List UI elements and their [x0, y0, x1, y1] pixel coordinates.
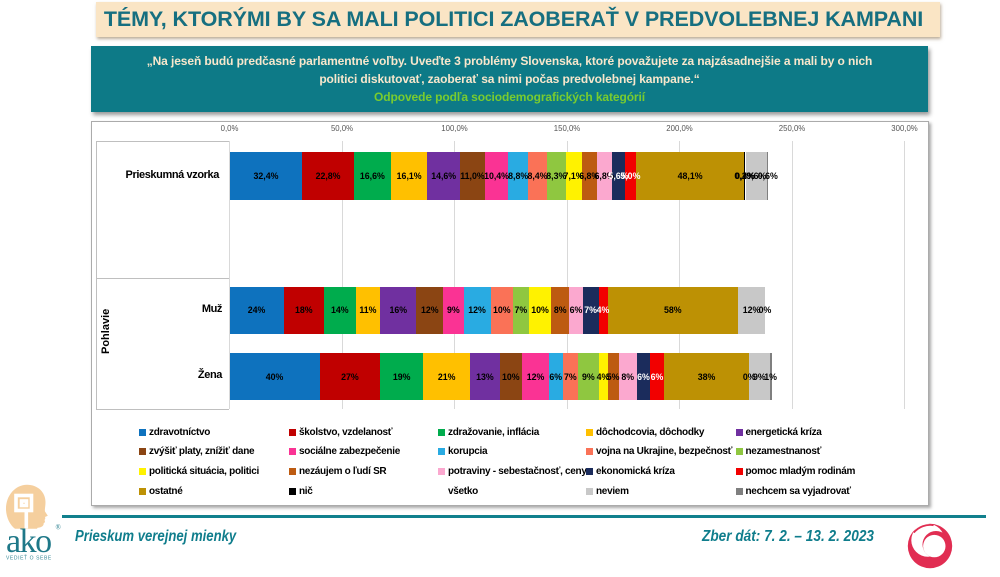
svg-text:ako: ako: [6, 523, 51, 560]
svg-text:®: ®: [56, 524, 62, 532]
svg-text:VEDIEŤ O SEBE: VEDIEŤ O SEBE: [6, 554, 52, 562]
